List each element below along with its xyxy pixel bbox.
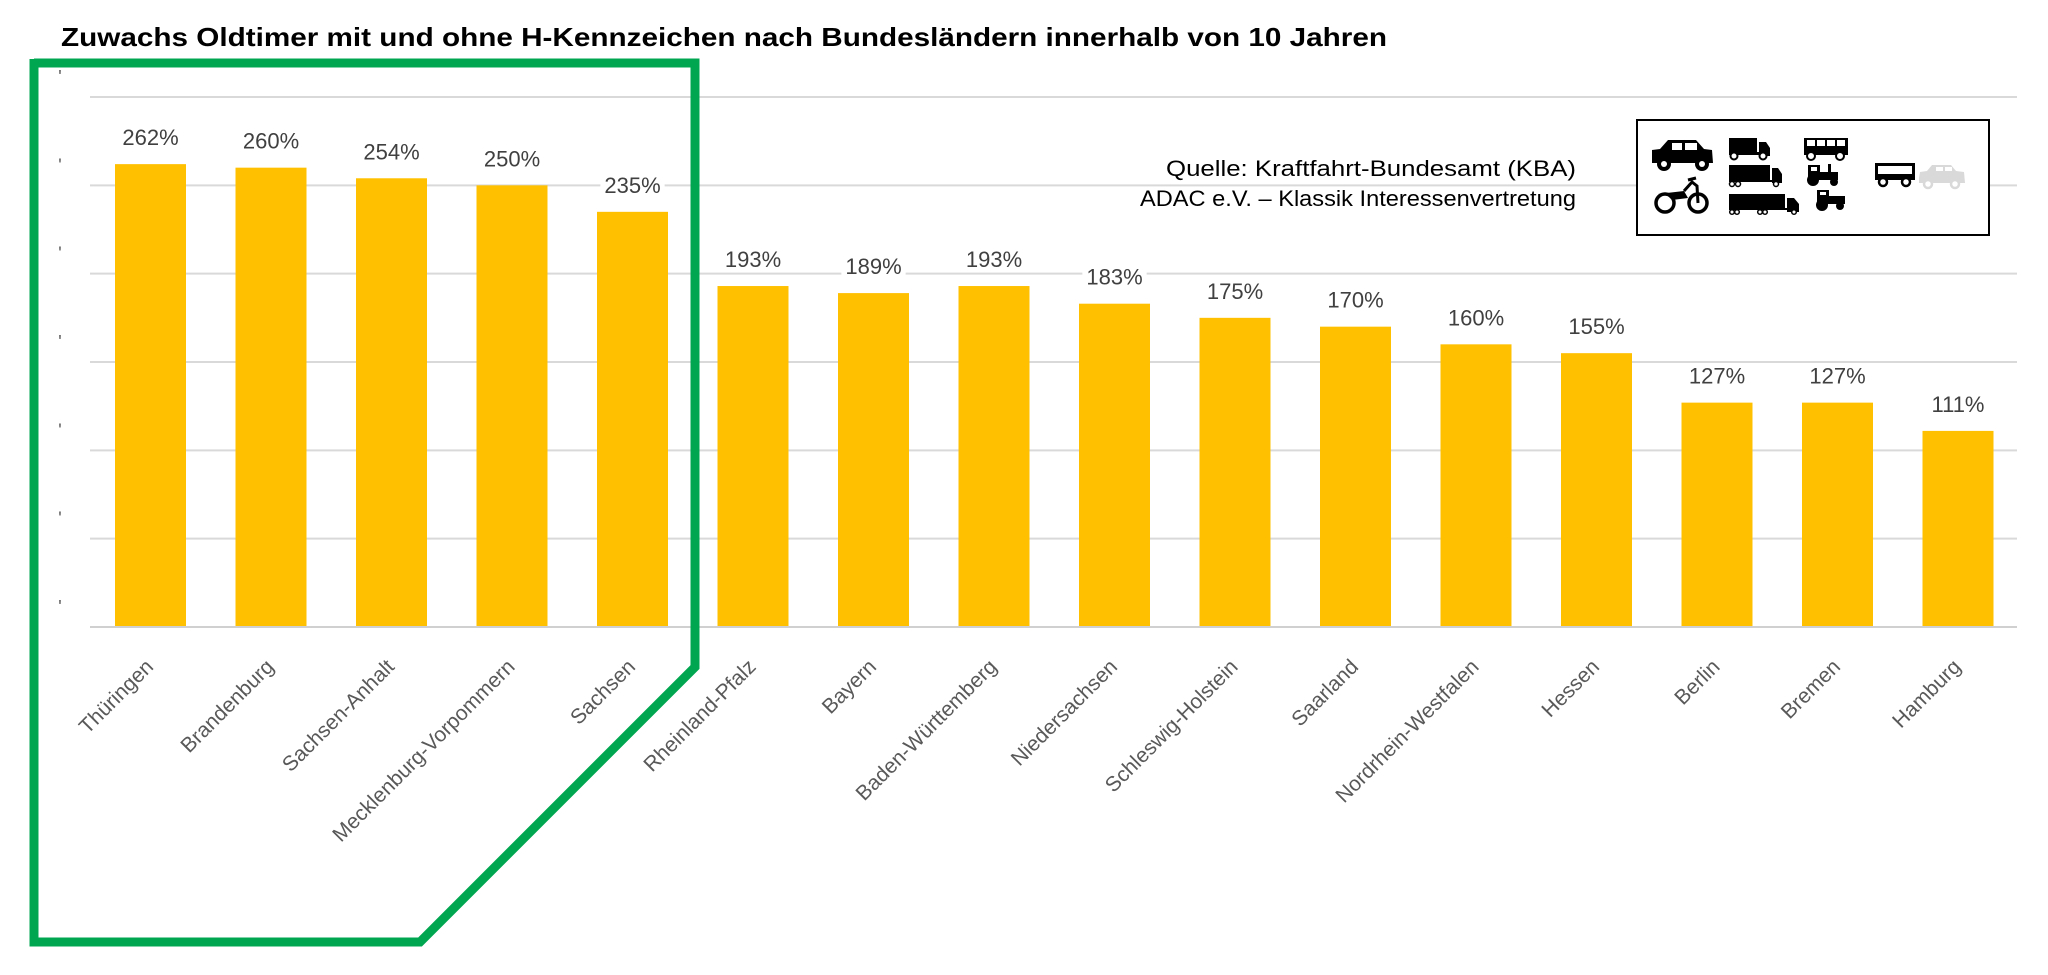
data-label: 189% [845, 254, 901, 279]
data-label: 262% [122, 125, 178, 150]
trailer-icon [1875, 163, 1915, 188]
y-tick-label: ' [58, 597, 61, 617]
x-tick-label: Sachsen-Anhalt [278, 655, 399, 776]
x-tick-label: Thüringen [75, 655, 158, 738]
y-tick-label: ' [58, 509, 61, 529]
data-label-background [1443, 305, 1509, 331]
data-label: 254% [363, 139, 419, 164]
x-tick-label: Saarland [1287, 655, 1363, 731]
data-label-background [841, 254, 906, 280]
x-tick-label: Bayern [818, 655, 881, 718]
x-tick-label: Brandenburg [176, 655, 278, 757]
x-axis: Thüringen Brandenburg Sachsen-AnhaltMeckle… [75, 626, 2017, 847]
data-label-background [118, 125, 183, 151]
bar [1320, 326, 1391, 627]
bar [356, 178, 427, 627]
data-label: 175% [1207, 279, 1263, 304]
car-icon [1652, 140, 1713, 171]
x-tick-label: Niedersachsen [1007, 655, 1122, 770]
data-label: 193% [725, 247, 781, 272]
data-label: 160% [1448, 305, 1504, 330]
data-label-background [720, 247, 786, 273]
data-label-background [1082, 264, 1147, 290]
y-tick-label: ' [58, 67, 61, 87]
bar [1079, 303, 1150, 627]
bar [838, 293, 909, 627]
bar [597, 211, 668, 628]
data-label-background [1323, 287, 1388, 313]
data-label: 193% [966, 247, 1022, 272]
source-line-2: ADAC e.V. – Klassik Interessenvertretung [1140, 186, 1576, 211]
data-label-background [1927, 391, 1989, 417]
y-tick-label: ' [58, 244, 61, 264]
y-tick-label: ' [58, 420, 61, 440]
x-tick-label: Hamburg [1888, 655, 1965, 732]
data-labels: 262% 260% 254% 250% 235% 193% 189% 193% 183% 175%… [118, 125, 1989, 417]
bar [1440, 344, 1512, 627]
x-tick-label: Rheinland-Pfalz [639, 655, 760, 776]
data-label: 260% [243, 129, 299, 154]
truck-icon [1729, 138, 1770, 161]
bar [717, 286, 789, 627]
motorcycle-icon [1654, 176, 1709, 214]
semi-truck-icon [1728, 194, 1799, 216]
data-label-background [1684, 363, 1750, 389]
data-label-background [961, 247, 1027, 273]
y-tick-label: ' [58, 332, 61, 352]
y-tick-label: ' [58, 155, 61, 175]
data-label: 170% [1327, 288, 1383, 313]
x-tick-label: Schleswig-Holstein [1101, 655, 1243, 797]
bar [1922, 430, 1994, 627]
x-tick-label: Berlin [1670, 655, 1724, 709]
tractor-icon [1807, 164, 1838, 186]
data-label-background [600, 172, 665, 198]
data-label-background [479, 146, 545, 172]
bar [476, 185, 548, 628]
x-tick-label: Sachsen [566, 655, 640, 729]
source-line-1: Quelle: Kraftfahrt-Bundesamt (KBA) [1166, 156, 1576, 181]
data-label-background [1805, 363, 1870, 389]
data-label-background [1564, 314, 1629, 340]
bars [115, 164, 1994, 628]
x-tick-label: Hessen [1537, 655, 1604, 722]
data-label: 235% [604, 173, 660, 198]
data-label: 155% [1568, 314, 1624, 339]
data-label: 183% [1086, 265, 1142, 290]
data-label-background [359, 139, 424, 165]
bar [1199, 317, 1271, 627]
x-tick-label: Bremen [1777, 655, 1845, 723]
bar [115, 164, 186, 627]
highlight-frame [29, 58, 700, 947]
data-label: 127% [1809, 364, 1865, 389]
data-label: 127% [1689, 364, 1745, 389]
source-note: Quelle: Kraftfahrt-Bundesamt (KBA) ADAC … [1140, 156, 1576, 211]
y-axis: ' ' ' ' ' ' ' [58, 67, 61, 617]
bar [1681, 402, 1753, 627]
data-label: 250% [484, 146, 540, 171]
data-label-background [1202, 278, 1268, 304]
bar [1561, 353, 1632, 627]
bar [1802, 402, 1873, 627]
data-label: 111% [1931, 392, 1984, 417]
bar [235, 167, 307, 627]
bar [958, 286, 1030, 627]
chart-title: Zuwachs Oldtimer mit und ohne H-Kennzeic… [61, 22, 1387, 52]
car-outline-icon [1919, 165, 1965, 190]
bus-icon [1804, 138, 1848, 161]
data-label-background [238, 128, 304, 154]
vehicle-legend [1636, 119, 1990, 236]
lorry-icon [1728, 165, 1782, 188]
small-tractor-icon [1816, 190, 1845, 211]
